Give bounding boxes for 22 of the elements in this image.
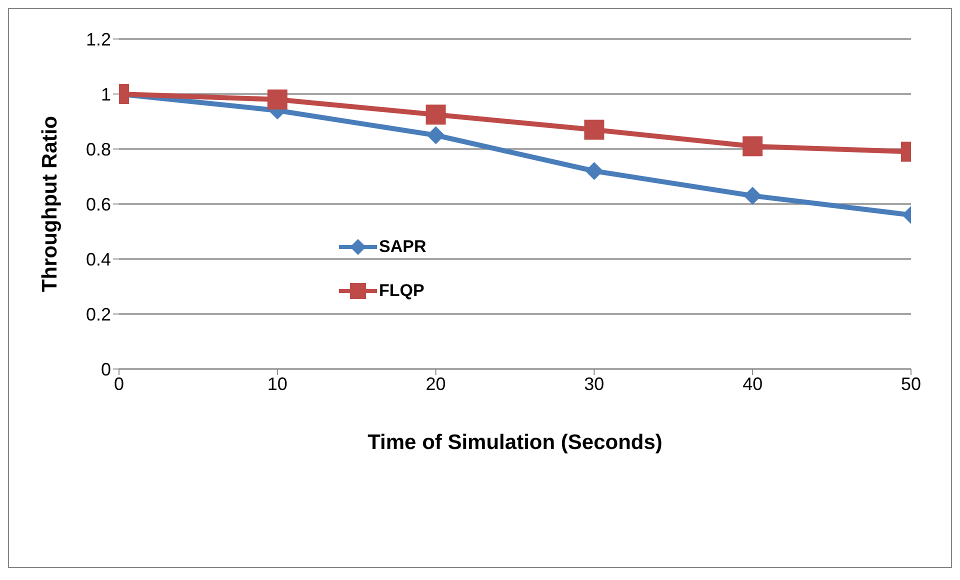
y-tick-label: 0.4 — [86, 249, 111, 270]
point — [584, 120, 604, 140]
point — [426, 126, 445, 144]
x-tick-label: 0 — [114, 374, 124, 394]
point — [585, 162, 604, 180]
y-tick-label: 1.2 — [86, 29, 111, 50]
x-axis-title: Time of Simulation (Seconds) — [368, 431, 662, 454]
y-tick-label: 0.2 — [86, 304, 111, 324]
y-tick-label: 1 — [100, 84, 111, 104]
y-tick-label: 0.6 — [86, 194, 111, 214]
y-tick-label: 0.8 — [86, 139, 111, 160]
legend-label: FLQP — [379, 281, 424, 301]
y-tick-label: 0 — [100, 359, 111, 380]
x-tick-label: 20 — [426, 374, 446, 394]
x-tick-label: 10 — [267, 374, 288, 394]
x-tick-label: 30 — [584, 374, 604, 394]
point — [267, 90, 288, 110]
x-tick-label: 40 — [742, 374, 763, 394]
legend-label: SAPR — [379, 237, 426, 257]
x-tick-label: 50 — [900, 374, 922, 394]
y-axis-title: Throughput Ratio — [38, 116, 62, 292]
point — [426, 104, 446, 125]
